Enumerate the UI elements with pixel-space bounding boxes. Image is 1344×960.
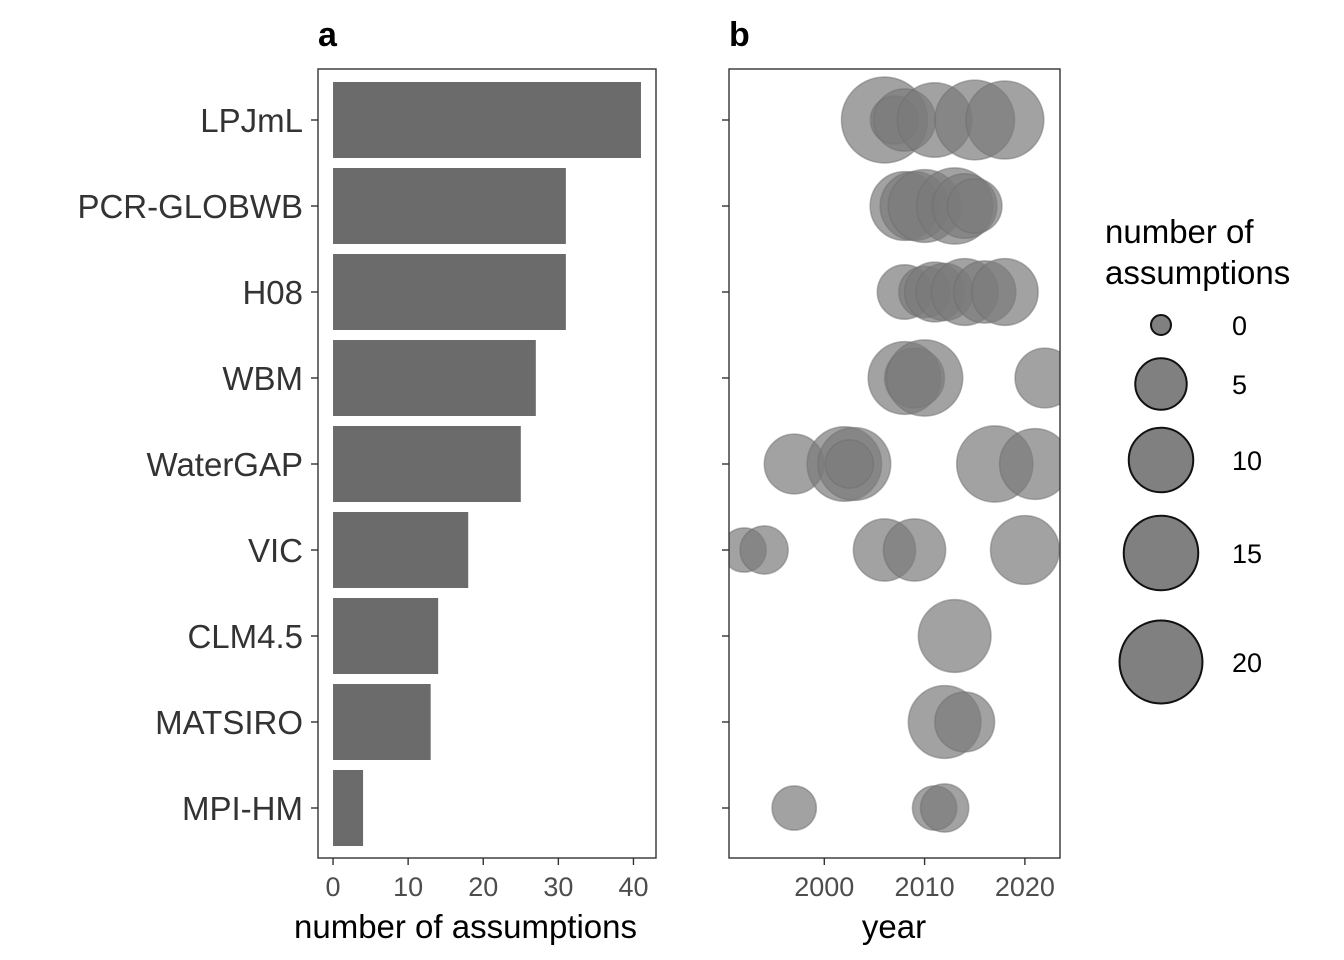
legend-key-5 (1134, 357, 1188, 411)
bubble-wbm (1014, 347, 1060, 409)
legend-key-20 (1118, 619, 1204, 705)
bar-vic (333, 512, 469, 588)
bubble-vic (739, 525, 789, 575)
x-tick-label: 10 (393, 872, 423, 902)
x-tick-label: 40 (618, 872, 648, 902)
y-tick-label-watergap: WaterGAP (147, 446, 303, 483)
bubble-vic (989, 514, 1060, 586)
panel-b-label: b (729, 16, 750, 54)
panel-b-border (728, 68, 1061, 859)
legend-title-line-2: assumptions (1105, 254, 1290, 291)
x-tick-label: 20 (468, 872, 498, 902)
legend-key-0 (1150, 314, 1172, 336)
bar-clm4-5 (333, 598, 439, 674)
panel-b-bubble-chart: 2000 2010 2020 (722, 76, 1060, 902)
bar-h08 (333, 254, 566, 330)
x-tick-label: 0 (326, 872, 341, 902)
bubble-vic (882, 518, 947, 582)
legend-label-20: 20 (1232, 648, 1262, 678)
bubble-lpjml (965, 80, 1045, 160)
bar-wbm (333, 340, 536, 416)
bar-mpi-hm (333, 770, 364, 846)
x-tick-label: 2000 (794, 872, 854, 902)
x-tick-label: 2020 (995, 872, 1055, 902)
legend-title-line-1: number of (1105, 213, 1254, 250)
y-tick-label-clm4-5: CLM4.5 (187, 618, 303, 655)
bubble-watergap (824, 439, 875, 489)
bubble-pcr-globwb (946, 178, 1003, 234)
bubble-layer (729, 76, 1060, 833)
panel-a-label: a (318, 16, 338, 54)
bubble-matsiro (934, 691, 996, 753)
panel-a-border (317, 68, 657, 859)
bar-matsiro (333, 684, 431, 760)
panel-a-x-axis-title: number of assumptions (294, 908, 637, 945)
y-tick-label-lpjml: LPJmL (200, 102, 303, 139)
bubble-h08 (970, 257, 1039, 327)
bubble-mpi-hm (919, 783, 970, 833)
x-tick-label: 30 (543, 872, 573, 902)
y-tick-label-vic: VIC (248, 532, 303, 569)
bubble-clm4-5 (917, 598, 992, 674)
y-tick-label-wbm: WBM (222, 360, 303, 397)
y-tick-label-h08: H08 (242, 274, 303, 311)
y-tick-label-mpi-hm: MPI-HM (182, 790, 303, 827)
bar-pcr-globwb (333, 168, 566, 244)
bubble-wbm (885, 339, 964, 417)
legend-label-0: 0 (1232, 311, 1247, 341)
bar-lpjml (333, 82, 641, 158)
bubble-watergap (998, 427, 1060, 501)
legend-key-15 (1122, 514, 1200, 592)
x-tick-label: 2010 (895, 872, 955, 902)
y-tick-label-matsiro: MATSIRO (155, 704, 303, 741)
y-tick-label-pcr-globwb: PCR-GLOBWB (77, 188, 303, 225)
size-legend: number of assumptions 0 5 10 15 20 (1105, 213, 1290, 705)
legend-label-10: 10 (1232, 446, 1262, 476)
legend-label-15: 15 (1232, 539, 1262, 569)
panel-b-x-axis-title: year (862, 908, 926, 945)
legend-label-5: 5 (1232, 370, 1247, 400)
bar-watergap (333, 426, 521, 502)
panel-a-bar-chart: LPJmL PCR-GLOBWB H08 WBM WaterGAP VIC CLM4.5 MA… (77, 82, 648, 902)
legend-key-10 (1127, 426, 1195, 494)
bubble-mpi-hm (771, 785, 818, 831)
